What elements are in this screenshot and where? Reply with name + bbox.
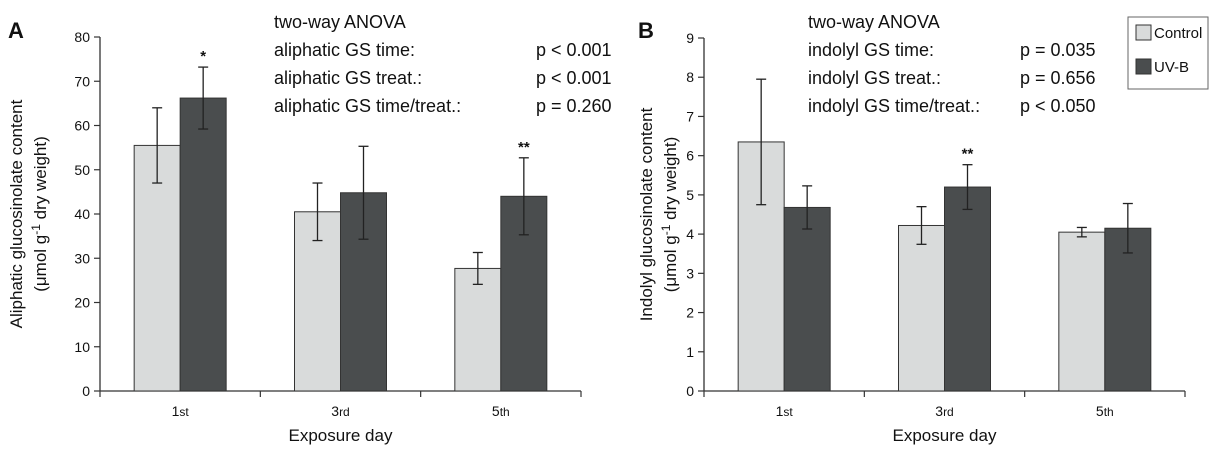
- legend: Control UV-B: [1127, 16, 1209, 90]
- y-tick-label: 8: [686, 69, 694, 85]
- x-tick-label: 3rd: [331, 403, 349, 419]
- significance-marker: *: [200, 48, 206, 65]
- y-tick-label: 0: [82, 383, 90, 399]
- y-tick-label: 9: [686, 30, 694, 46]
- stats-value: p = 0.656: [1020, 68, 1096, 88]
- y-tick-label: 20: [74, 295, 90, 311]
- bar-uv-b-5th: [1104, 227, 1152, 392]
- stats-value: p < 0.050: [1020, 96, 1096, 116]
- legend-swatch: [1135, 24, 1152, 41]
- bar-control-1st: [133, 144, 181, 392]
- x-tick-label: 5th: [492, 403, 510, 419]
- stats-value: p = 0.260: [536, 96, 612, 116]
- x-tick-label: 1st: [776, 403, 794, 419]
- legend-label: Control: [1154, 25, 1202, 42]
- bar-uv-b-3rd: [944, 186, 991, 392]
- stats-label: indolyl GS treat.:: [808, 68, 941, 88]
- stats-label: aliphatic GS time:: [274, 40, 415, 60]
- stats-label: indolyl GS time:: [808, 40, 934, 60]
- y-tick-label: 3: [686, 265, 694, 281]
- bar-uv-b-1st: [783, 206, 831, 392]
- y-tick-label: 7: [686, 108, 694, 124]
- x-tick-label: 3rd: [935, 403, 953, 419]
- stats-value: p = 0.035: [1020, 40, 1096, 60]
- y-tick-label: 4: [686, 226, 694, 242]
- legend-swatch: [1135, 58, 1152, 75]
- y-tick-label: 40: [74, 206, 90, 222]
- x-tick-label: 5th: [1096, 403, 1114, 419]
- y-tick-label: 80: [74, 29, 90, 45]
- stats-title: two-way ANOVA: [274, 12, 406, 32]
- y-tick-label: 70: [74, 73, 90, 89]
- stats-value: p < 0.001: [536, 40, 612, 60]
- bar-control-5th: [454, 267, 502, 392]
- stats-label: aliphatic GS treat.:: [274, 68, 422, 88]
- significance-marker: **: [962, 146, 974, 163]
- bar-control-3rd: [898, 224, 945, 392]
- y-tick-label: 50: [74, 162, 90, 178]
- y-axis-title: Indolyl glucosinolate content: [637, 107, 656, 321]
- bar-uv-b-1st: [179, 97, 227, 392]
- significance-marker: **: [518, 139, 530, 156]
- legend-label: UV-B: [1154, 59, 1189, 76]
- y-tick-label: 1: [686, 344, 694, 360]
- y-tick-label: 30: [74, 250, 90, 266]
- y-axis-title: Aliphatic glucosinolate content: [7, 99, 26, 328]
- stats-title: two-way ANOVA: [808, 12, 940, 32]
- stats-label: indolyl GS time/treat.:: [808, 96, 980, 116]
- y-axis-unit: (μmol g-1 dry weight): [29, 136, 50, 292]
- stats-value: p < 0.001: [536, 68, 612, 88]
- panel-label: B: [638, 18, 654, 43]
- y-tick-label: 2: [686, 305, 694, 321]
- y-tick-label: 10: [74, 339, 90, 355]
- y-axis-unit: (μmol g-1 dry weight): [659, 137, 680, 293]
- panel-label: A: [8, 18, 24, 43]
- chart-panel-b: B 0 1 2 3 4 5 6 7 8 9 1st 3rd 5th ** Exposure day Indoly…: [637, 12, 1209, 445]
- y-tick-label: 0: [686, 383, 694, 399]
- x-axis-title: Exposure day: [289, 426, 393, 445]
- y-tick-label: 60: [74, 118, 90, 134]
- bar-control-5th: [1058, 231, 1106, 392]
- stats-label: aliphatic GS time/treat.:: [274, 96, 461, 116]
- y-tick-label: 6: [686, 148, 694, 164]
- x-axis-title: Exposure day: [893, 426, 997, 445]
- x-tick-label: 1st: [172, 403, 190, 419]
- y-tick-label: 5: [686, 187, 694, 203]
